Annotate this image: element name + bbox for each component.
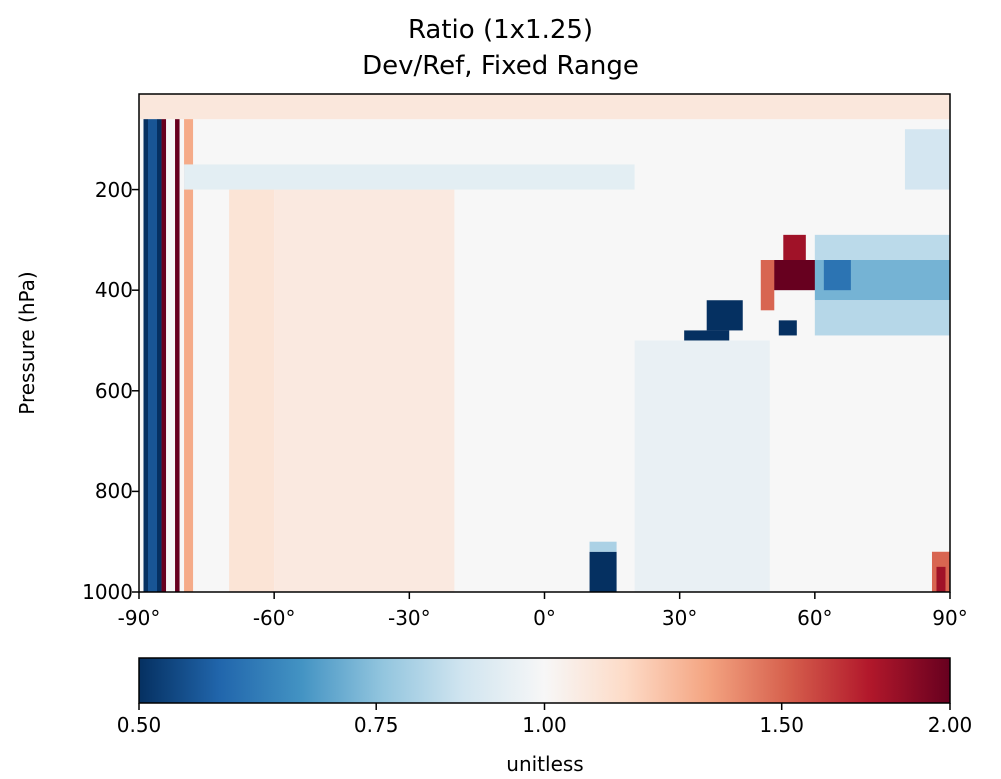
heatmap-cell-21 [814, 234, 950, 260]
heatmap-cell-23 [634, 340, 770, 592]
heatmap-cell-18 [778, 320, 797, 336]
y-tick-label: 600 [94, 378, 133, 403]
colorbar-tick-label: 0.50 [116, 713, 162, 737]
heatmap-cell-1 [161, 94, 167, 592]
heatmap-cell-2 [175, 94, 180, 592]
colorbar-gradient [139, 658, 950, 703]
y-tick-label: 400 [94, 278, 133, 303]
heatmap-cell-12 [706, 300, 743, 331]
heatmap-cell-4 [184, 94, 194, 592]
y-axis-ticks [132, 188, 139, 593]
heatmap-cell-15 [769, 260, 820, 291]
y-tick-label: 800 [94, 479, 133, 504]
heatmap-cell-3 [148, 104, 158, 592]
x-tick-label: 90° [932, 606, 968, 630]
x-tick-label: -90° [117, 606, 161, 630]
x-axis-ticks [138, 592, 951, 599]
colorbar-label: unitless [506, 752, 584, 776]
heatmap-cell-20 [823, 260, 851, 291]
heatmap-cell-16 [783, 234, 806, 260]
y-tick-label: 200 [94, 177, 133, 202]
chart-title: Ratio (1x1.25) [407, 15, 594, 45]
heatmap-cell-24 [904, 129, 950, 190]
heatmap-cell-6 [274, 189, 455, 593]
colorbar-tick-label: 0.75 [353, 713, 399, 737]
colorbar-ticks [138, 703, 951, 710]
heatmap-cell-17 [760, 260, 775, 311]
x-tick-label: -60° [252, 606, 296, 630]
y-axis-label: Pressure (hPa) [15, 271, 39, 415]
chart-subtitle: Dev/Ref, Fixed Range [362, 51, 639, 81]
heatmap-cell-10 [589, 541, 617, 552]
heatmap-cell-9 [589, 551, 617, 592]
x-tick-label: 0° [533, 606, 556, 630]
colorbar-tick-label: 1.50 [759, 713, 804, 737]
heatmap-cell-5 [229, 189, 275, 593]
colorbar-tick-label: 1.00 [522, 713, 567, 737]
heatmap-cell-7 [139, 94, 950, 120]
heatmap-cells [139, 94, 950, 593]
heatmap-cell-8 [184, 164, 635, 190]
x-tick-label: -30° [387, 606, 431, 630]
heatmap-cell-22 [814, 300, 950, 336]
y-tick-label: 1000 [82, 580, 133, 604]
colorbar-tick-label: 2.00 [927, 713, 973, 737]
heatmap-cell-26 [936, 566, 946, 592]
x-tick-label: 60° [797, 606, 833, 630]
x-tick-label: 30° [661, 606, 698, 630]
